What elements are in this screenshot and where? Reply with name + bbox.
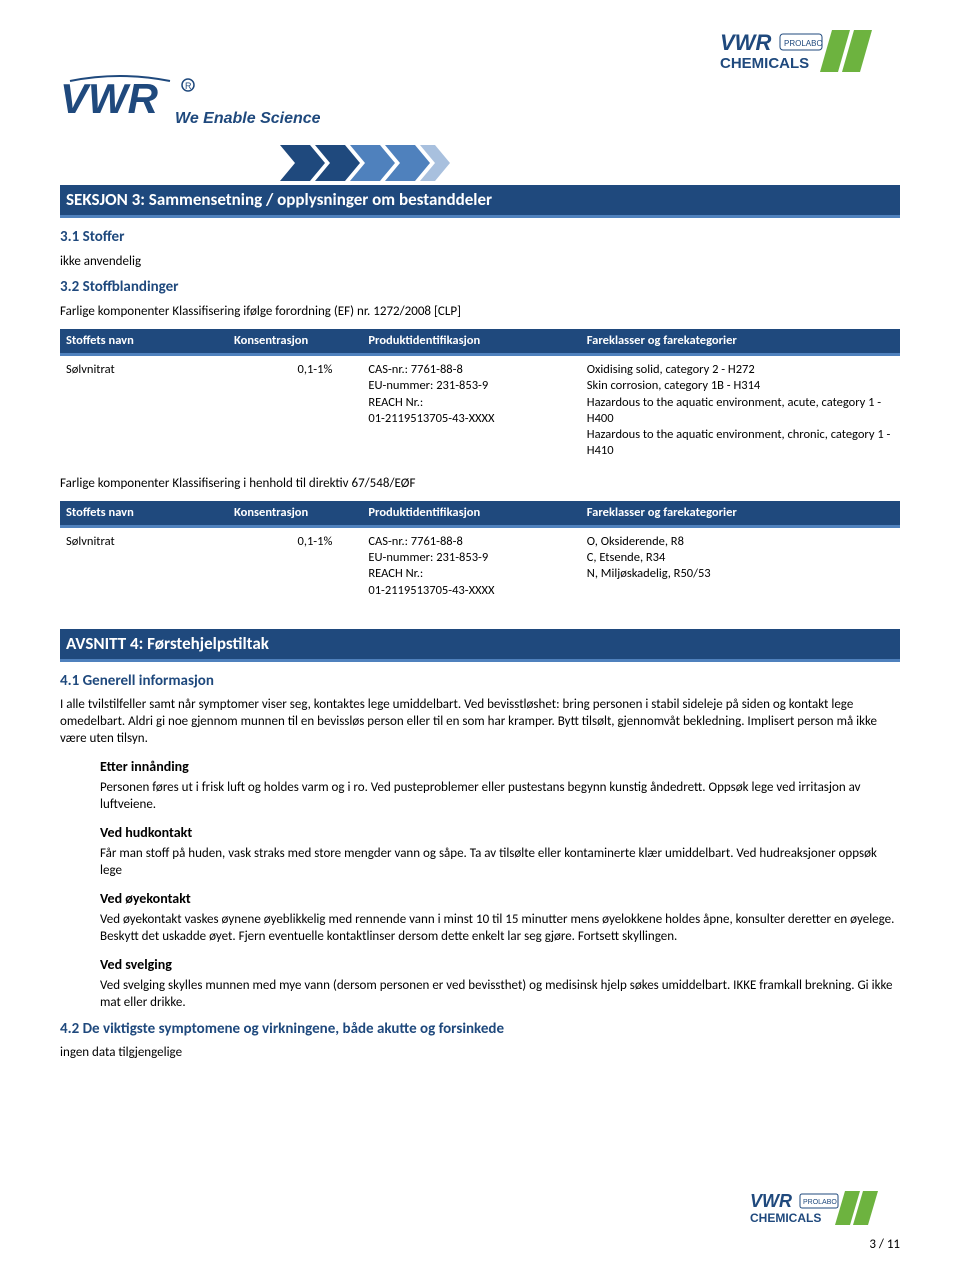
t1-h2: Konsentrasjon	[228, 329, 362, 355]
footer: VWR PROLABO CHEMICALS 3 / 11	[750, 1191, 900, 1254]
section4-1-body: I alle tvilstilfeller samt når symptomer…	[60, 697, 900, 748]
section3-2-intro: Farlige komponenter Klassifisering ifølg…	[60, 304, 900, 321]
logo-footer: VWR PROLABO CHEMICALS	[750, 1191, 900, 1225]
inhalation-heading: Etter innånding	[100, 758, 900, 776]
table-clp: Stoffets navn Konsentrasjon Produktident…	[60, 329, 900, 466]
t1-r1c2: 0,1-1%	[228, 355, 362, 466]
page-number: 3 / 11	[750, 1237, 900, 1254]
t2-h2: Konsentrasjon	[228, 501, 362, 527]
section4-2-heading: 4.2 De viktigste symptomene og virkninge…	[60, 1020, 900, 1040]
eye-body: Ved øyekontakt vaskes øynene øyeblikkeli…	[100, 912, 900, 946]
logo-text: VWR	[720, 30, 771, 55]
t2-r1c2: 0,1-1%	[228, 526, 362, 605]
skin-body: Får man stoff på huden, vask straks med …	[100, 846, 900, 880]
logo-vwr-chemicals: VWR PROLABO CHEMICALS	[720, 30, 900, 78]
swallow-body: Ved svelging skylles munnen med mye vann…	[100, 978, 900, 1012]
t2-r1c3: CAS-nr.: 7761-88-8 EU-nummer: 231-853-9 …	[362, 526, 580, 605]
skin-heading: Ved hudkontakt	[100, 824, 900, 842]
t2-r1c1: Sølvnitrat	[60, 526, 228, 605]
svg-text:CHEMICALS: CHEMICALS	[750, 1211, 821, 1225]
svg-text:PROLABO: PROLABO	[784, 39, 823, 48]
t1-h3: Produktidentifikasjon	[362, 329, 580, 355]
t1-r1c4: Oxidising solid, category 2 - H272 Skin …	[581, 355, 900, 466]
section4-1-heading: 4.1 Generell informasjon	[60, 672, 900, 692]
section3-1-heading: 3.1 Stoffer	[60, 228, 900, 248]
svg-text:R: R	[185, 81, 192, 91]
t1-h4: Fareklasser og farekategorier	[581, 329, 900, 355]
svg-text:VWR: VWR	[750, 1191, 792, 1211]
section3-mid: Farlige komponenter Klassifisering i hen…	[60, 476, 900, 493]
t1-r1c1: Sølvnitrat	[60, 355, 228, 466]
svg-text:CHEMICALS: CHEMICALS	[720, 55, 809, 72]
logo-vwr-main: VWR R We Enable Science	[60, 75, 320, 141]
eye-heading: Ved øyekontakt	[100, 890, 900, 908]
t2-h3: Produktidentifikasjon	[362, 501, 580, 527]
table-dsd: Stoffets navn Konsentrasjon Produktident…	[60, 501, 900, 605]
section3-2-heading: 3.2 Stoffblandinger	[60, 278, 900, 298]
svg-text:We Enable Science: We Enable Science	[175, 110, 320, 127]
table-row: Sølvnitrat 0,1-1% CAS-nr.: 7761-88-8 EU-…	[60, 355, 900, 466]
t2-h4: Fareklasser og farekategorier	[581, 501, 900, 527]
section3-1-body: ikke anvendelig	[60, 254, 900, 271]
t1-h1: Stoffets navn	[60, 329, 228, 355]
section3-title: SEKSJON 3: Sammensetning / opplysninger …	[60, 185, 900, 218]
section4-title: AVSNITT 4: Førstehjelpstiltak	[60, 629, 900, 662]
swallow-heading: Ved svelging	[100, 956, 900, 974]
t2-h1: Stoffets navn	[60, 501, 228, 527]
t2-r1c4: O, Oksiderende, R8 C, Etsende, R34 N, Mi…	[581, 526, 900, 605]
svg-text:VWR: VWR	[60, 75, 159, 122]
t1-r1c3: CAS-nr.: 7761-88-8 EU-nummer: 231-853-9 …	[362, 355, 580, 466]
svg-text:PROLABO: PROLABO	[803, 1199, 837, 1206]
pattern-chevrons	[280, 145, 460, 187]
table-row: Sølvnitrat 0,1-1% CAS-nr.: 7761-88-8 EU-…	[60, 526, 900, 605]
section4-2-body: ingen data tilgjengelige	[60, 1045, 900, 1062]
inhalation-body: Personen føres ut i frisk luft og holdes…	[100, 780, 900, 814]
